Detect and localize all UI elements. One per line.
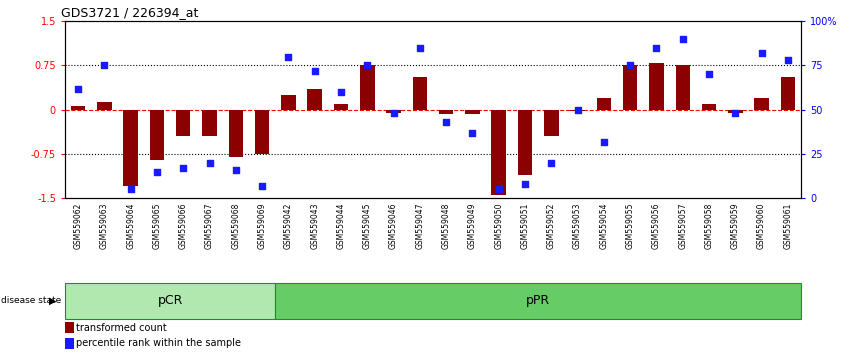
Point (624, 63, 637, 68)
Text: percentile rank within the sample: percentile rank within the sample (76, 338, 241, 348)
Point (650, 45, 663, 51)
Bar (701, 104, 716, 110)
Text: GSM559047: GSM559047 (416, 202, 424, 249)
Text: GSM559049: GSM559049 (468, 202, 477, 249)
Bar (386, 110, 401, 113)
Point (781, 57, 795, 63)
Point (597, 139, 611, 144)
Text: pCR: pCR (158, 295, 183, 307)
Point (728, 110, 742, 116)
Bar (97, 102, 112, 110)
Point (675, 36, 689, 42)
Bar (571, 110, 585, 111)
Bar (728, 110, 742, 113)
Bar (176, 110, 191, 136)
Bar (623, 65, 637, 110)
Point (203, 160, 216, 166)
Bar (65, 338, 74, 349)
Point (518, 181, 532, 187)
Point (492, 187, 506, 192)
Text: GSM559062: GSM559062 (74, 202, 82, 249)
Text: ▶: ▶ (48, 296, 56, 306)
Bar (675, 65, 690, 110)
Text: GSM559064: GSM559064 (126, 202, 135, 249)
Point (466, 130, 480, 136)
Bar (203, 110, 216, 136)
Bar (333, 104, 348, 110)
Point (229, 167, 242, 173)
Text: GSM559059: GSM559059 (731, 202, 740, 249)
Text: GSM559046: GSM559046 (389, 202, 398, 249)
Bar (754, 98, 769, 110)
Bar (544, 110, 559, 136)
Bar (65, 322, 74, 333)
Point (360, 63, 374, 68)
Point (334, 89, 348, 95)
Text: GSM559051: GSM559051 (520, 202, 529, 249)
Text: GSM559060: GSM559060 (757, 202, 766, 249)
Text: GSM559052: GSM559052 (546, 202, 556, 249)
Text: GSM559056: GSM559056 (652, 202, 661, 249)
Point (702, 72, 716, 77)
Bar (597, 98, 611, 110)
Point (255, 183, 269, 189)
Text: GSM559069: GSM559069 (257, 202, 267, 249)
Text: GSM559043: GSM559043 (310, 202, 320, 249)
Bar (229, 110, 243, 157)
Point (439, 119, 453, 125)
Bar (780, 77, 795, 110)
Text: GSM559067: GSM559067 (205, 202, 214, 249)
Point (413, 45, 427, 51)
Text: GSM559048: GSM559048 (442, 202, 450, 249)
Text: GSM559050: GSM559050 (494, 202, 503, 249)
Bar (439, 110, 454, 114)
Point (150, 169, 164, 175)
Point (307, 68, 321, 74)
Point (124, 187, 138, 192)
Point (71, 86, 85, 91)
Text: GSM559042: GSM559042 (284, 202, 293, 249)
Bar (307, 89, 322, 110)
Bar (360, 65, 374, 110)
Text: disease state: disease state (1, 296, 61, 306)
Text: transformed count: transformed count (76, 322, 167, 332)
Text: GSM559055: GSM559055 (625, 202, 635, 249)
Point (545, 160, 559, 166)
Bar (492, 110, 506, 195)
Point (571, 107, 585, 113)
Text: GSM559044: GSM559044 (337, 202, 346, 249)
Text: GSM559063: GSM559063 (100, 202, 109, 249)
Bar (150, 110, 165, 160)
Text: GSM559068: GSM559068 (231, 202, 241, 249)
Point (754, 50, 768, 56)
Text: GDS3721 / 226394_at: GDS3721 / 226394_at (61, 6, 198, 19)
Bar (518, 110, 533, 175)
Bar (275, 283, 801, 319)
Text: GSM559066: GSM559066 (178, 202, 188, 249)
Point (98, 63, 112, 68)
Bar (281, 95, 295, 110)
Text: pPR: pPR (526, 295, 550, 307)
Bar (71, 105, 86, 110)
Point (177, 165, 191, 171)
Bar (65, 283, 275, 319)
Text: GSM559058: GSM559058 (705, 202, 714, 249)
Point (386, 110, 400, 116)
Bar (124, 110, 138, 187)
Text: GSM559045: GSM559045 (363, 202, 372, 249)
Point (281, 54, 295, 59)
Text: GSM559065: GSM559065 (152, 202, 161, 249)
Bar (255, 110, 269, 154)
Bar (465, 110, 480, 114)
Text: GSM559061: GSM559061 (784, 202, 792, 249)
Bar (412, 77, 427, 110)
Text: GSM559054: GSM559054 (599, 202, 609, 249)
Text: GSM559057: GSM559057 (678, 202, 688, 249)
Bar (650, 63, 663, 110)
Text: GSM559053: GSM559053 (573, 202, 582, 249)
